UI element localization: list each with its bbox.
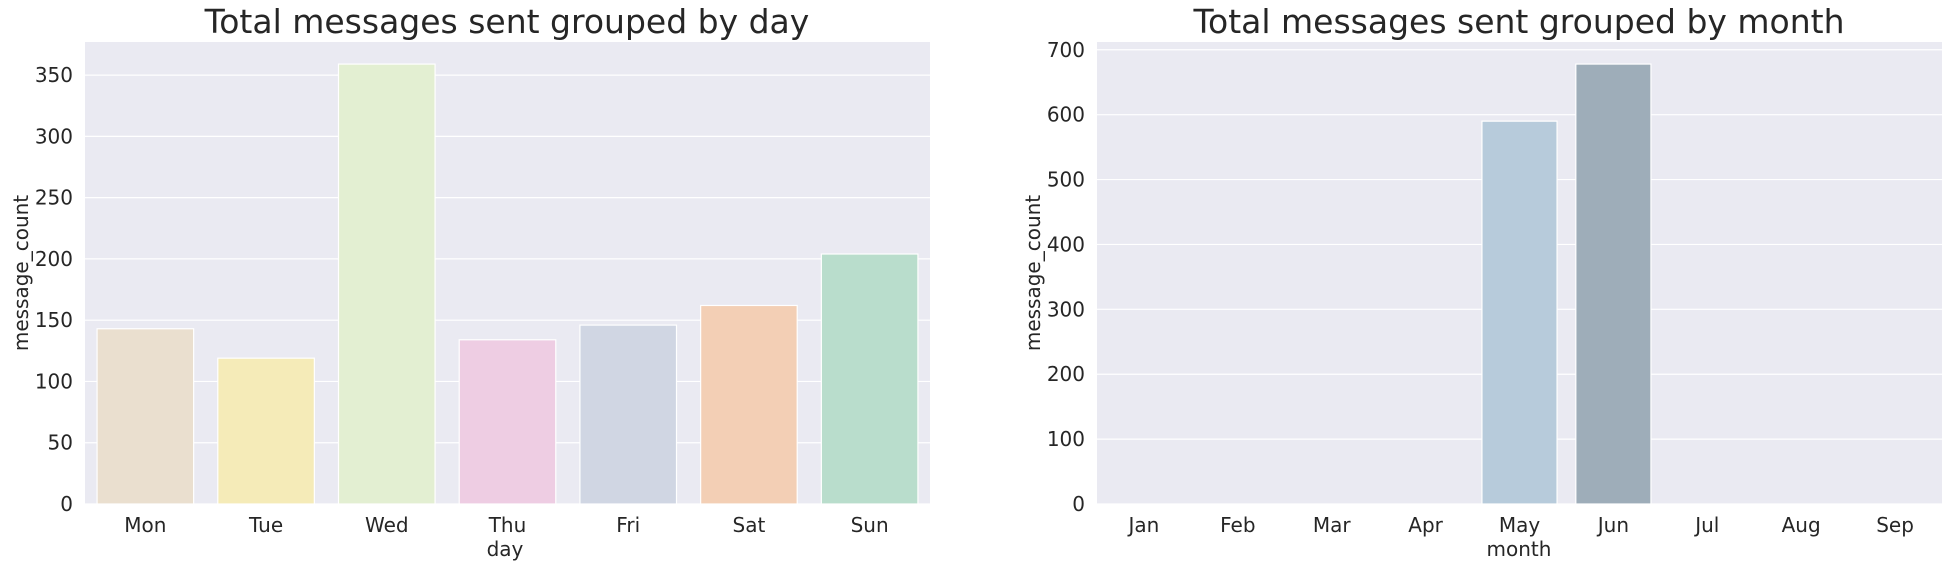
x-tick-label: May (1499, 513, 1541, 537)
x-tick-label: Aug (1782, 513, 1821, 537)
y-tick-label: 100 (1047, 427, 1085, 451)
y-axis-label: message_count (9, 195, 33, 351)
y-tick-label: 350 (35, 63, 73, 87)
y-tick-label: 0 (60, 492, 73, 516)
y-tick-labels: 0 50 100 150 200 250 300 350 (35, 63, 73, 516)
x-tick-label: Sep (1876, 513, 1914, 537)
bars (1481, 63, 1652, 505)
x-tick-label: Mar (1313, 513, 1352, 537)
bar-thu (458, 339, 557, 505)
bar-may (1481, 120, 1558, 505)
x-tick-label: Mon (124, 513, 166, 537)
bar-sat (700, 304, 798, 505)
x-tick-label: Jan (1127, 513, 1160, 537)
x-tick-label: Feb (1220, 513, 1255, 537)
y-tick-label: 500 (1047, 168, 1085, 192)
chart-by-month: 0 100 200 300 400 500 600 700 Jan Feb Mar Apr May Ju… (1021, 2, 1942, 561)
x-tick-label: Fri (616, 513, 640, 537)
y-tick-label: 600 (1047, 103, 1085, 127)
y-tick-label: 100 (35, 369, 73, 393)
x-tick-label: Thu (488, 513, 527, 537)
y-tick-label: 200 (1047, 362, 1085, 386)
x-tick-label: Apr (1408, 513, 1443, 537)
y-tick-label: 0 (1072, 492, 1085, 516)
bar-tue (217, 357, 315, 505)
x-tick-label: Jul (1693, 513, 1719, 537)
x-tick-label: Tue (248, 513, 283, 537)
bar-mon (96, 328, 195, 505)
x-tick-labels: Jan Feb Mar Apr May Jun Jul Aug Sep (1127, 513, 1914, 537)
x-tick-label: Wed (365, 513, 409, 537)
x-tick-label: Sun (851, 513, 889, 537)
bar-fri (579, 324, 678, 505)
y-tick-labels: 0 100 200 300 400 500 600 700 (1047, 38, 1085, 516)
chart-by-day: 0 50 100 150 200 250 300 350 Mon Tue Wed Thu Fri Sat… (9, 2, 930, 561)
y-axis-label: message_count (1021, 195, 1045, 351)
x-axis-label: month (1487, 537, 1552, 561)
y-tick-label: 250 (35, 186, 73, 210)
x-axis-label: day (487, 537, 524, 561)
chart-title: Total messages sent grouped by month (1192, 2, 1844, 41)
y-tick-label: 150 (35, 308, 73, 332)
y-tick-label: 700 (1047, 38, 1085, 62)
bar-jun (1575, 63, 1652, 505)
y-tick-label: 400 (1047, 232, 1085, 256)
bar-sun (820, 253, 919, 505)
y-tick-label: 300 (35, 124, 73, 148)
x-tick-labels: Mon Tue Wed Thu Fri Sat Sun (124, 513, 888, 537)
x-tick-label: Sat (733, 513, 766, 537)
y-tick-label: 300 (1047, 297, 1085, 321)
bars (96, 63, 919, 505)
y-tick-label: 200 (35, 247, 73, 271)
bar-wed (337, 63, 436, 505)
x-tick-label: Jun (1596, 513, 1629, 537)
y-tick-label: 50 (48, 431, 73, 455)
chart-title: Total messages sent grouped by day (204, 2, 810, 41)
